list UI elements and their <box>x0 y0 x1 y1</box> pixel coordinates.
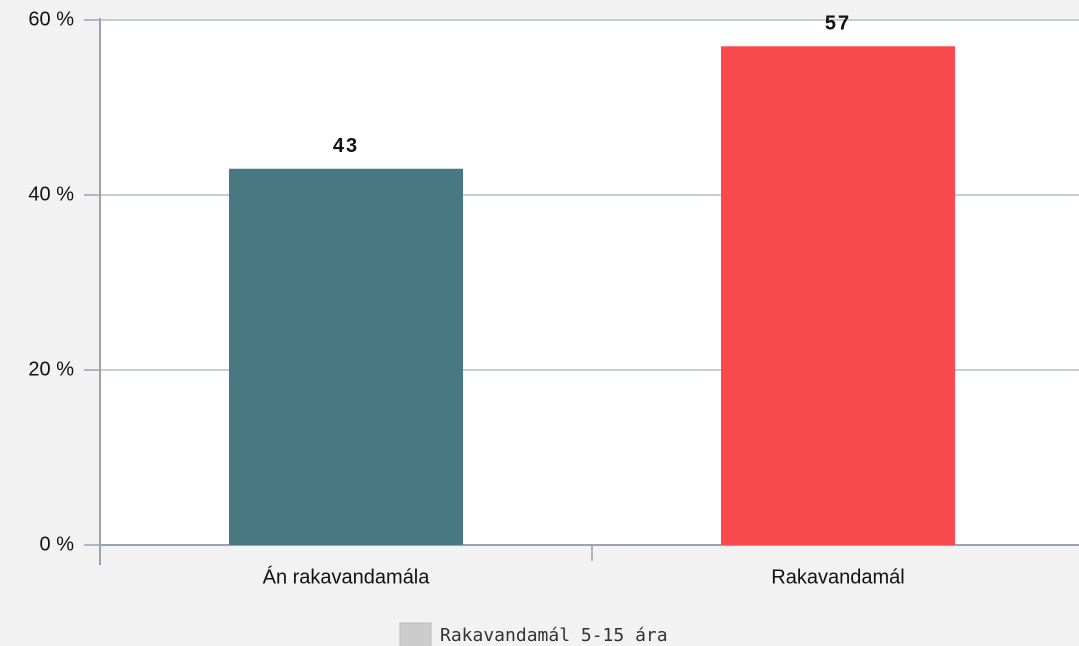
bar <box>229 168 463 545</box>
legend-label: Rakavandamál 5-15 ára <box>440 625 668 646</box>
y-tick-label: 60 % <box>28 8 74 30</box>
x-tick-label: Án rakavandamála <box>263 565 431 588</box>
data-label: 57 <box>825 13 851 35</box>
y-tick-label: 20 % <box>28 358 74 380</box>
legend-swatch <box>399 622 432 646</box>
x-tick-label: Rakavandamál <box>771 566 904 588</box>
bar <box>721 46 955 545</box>
y-tick-label: 0 % <box>40 533 75 555</box>
data-label: 43 <box>333 135 359 157</box>
y-tick-label: 40 % <box>28 183 74 205</box>
